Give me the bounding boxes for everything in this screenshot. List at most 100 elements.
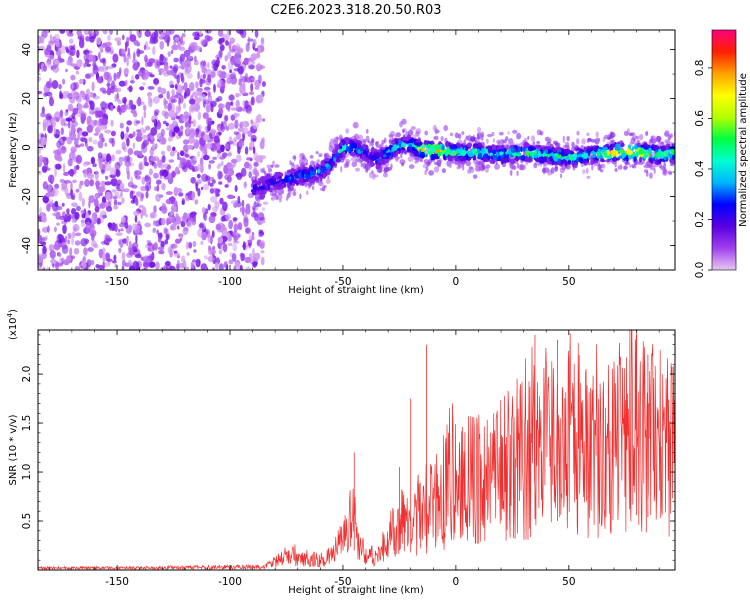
- ridge-cell: [291, 182, 295, 187]
- noise-speckle: [195, 81, 199, 89]
- ridge-cell: [610, 150, 616, 157]
- noise-speckle: [166, 70, 174, 76]
- noise-speckle: [65, 68, 68, 73]
- noise-speckle: [224, 184, 229, 188]
- ridge-halo: [645, 131, 649, 136]
- noise-speckle: [191, 168, 196, 172]
- noise-speckle: [102, 214, 107, 219]
- noise-speckle: [46, 203, 51, 212]
- noise-speckle: [203, 255, 208, 260]
- noise-speckle: [227, 61, 234, 70]
- noise-speckle: [259, 93, 264, 103]
- noise-speckle: [210, 195, 218, 203]
- noise-speckle: [141, 134, 149, 140]
- noise-speckle: [75, 205, 81, 212]
- noise-speckle: [59, 109, 64, 118]
- noise-speckle: [55, 267, 59, 270]
- ridge-cell: [398, 143, 402, 149]
- noise-speckle: [87, 247, 94, 252]
- ridge-cell: [427, 143, 432, 149]
- ridge-cell: [383, 154, 387, 158]
- noise-speckle: [103, 262, 111, 267]
- noise-speckle: [260, 37, 264, 45]
- ridge-halo: [449, 163, 452, 169]
- ridge-cell: [506, 153, 510, 159]
- noise-speckle: [99, 58, 106, 63]
- noise-speckle: [180, 36, 184, 42]
- noise-speckle: [218, 181, 223, 185]
- ridge-halo: [358, 134, 363, 142]
- noise-speckle: [139, 127, 145, 135]
- ridge-cell: [570, 155, 577, 161]
- ridge-halo: [546, 137, 552, 144]
- ridge-halo: [437, 162, 441, 168]
- noise-speckle: [221, 152, 228, 158]
- noise-speckle: [157, 119, 161, 127]
- noise-speckle: [168, 109, 176, 118]
- ridge-halo: [271, 193, 277, 197]
- ridge-halo: [454, 132, 460, 139]
- noise-speckle: [115, 232, 123, 237]
- noise-speckle: [171, 44, 179, 51]
- noise-speckle: [102, 42, 108, 48]
- ridge-halo: [623, 166, 628, 171]
- noise-speckle: [75, 70, 80, 75]
- noise-speckle: [180, 72, 184, 82]
- ridge-halo: [289, 160, 292, 166]
- noise-speckle: [61, 244, 69, 254]
- noise-speckle: [55, 50, 62, 56]
- noise-speckle: [46, 184, 54, 193]
- noise-speckle: [245, 266, 251, 270]
- noise-speckle: [84, 179, 90, 187]
- noise-speckle: [150, 211, 157, 219]
- noise-speckle: [133, 248, 138, 253]
- noise-speckle: [155, 179, 162, 185]
- ridge-halo: [461, 131, 465, 135]
- ridge-cell: [534, 157, 541, 163]
- ridge-halo: [562, 139, 566, 144]
- noise-speckle: [72, 230, 76, 239]
- noise-speckle: [134, 170, 142, 176]
- noise-speckle: [181, 215, 187, 221]
- noise-speckle: [174, 238, 181, 244]
- noise-speckle: [117, 104, 121, 112]
- ridge-halo: [491, 131, 495, 137]
- noise-speckle: [38, 234, 43, 244]
- noise-speckle: [219, 44, 225, 52]
- noise-speckle: [38, 228, 41, 236]
- noise-speckle: [249, 141, 255, 150]
- noise-speckle: [207, 235, 214, 244]
- ridge-cell: [298, 177, 304, 184]
- noise-speckle: [143, 44, 147, 51]
- noise-speckle: [244, 146, 249, 155]
- noise-speckle: [41, 106, 45, 114]
- noise-speckle: [198, 30, 203, 36]
- noise-speckle: [223, 80, 226, 85]
- noise-speckle: [108, 137, 114, 144]
- noise-speckle: [224, 175, 228, 179]
- ridge-cell: [356, 154, 360, 158]
- noise-speckle: [38, 253, 43, 264]
- noise-speckle: [118, 69, 122, 77]
- noise-speckle: [48, 41, 52, 45]
- noise-speckle: [121, 259, 126, 267]
- noise-speckle: [74, 137, 79, 148]
- noise-speckle: [192, 138, 197, 143]
- noise-speckle: [167, 35, 170, 44]
- noise-speckle: [152, 45, 156, 56]
- spectrogram-frame: [37, 29, 676, 271]
- ridge-halo: [629, 164, 632, 168]
- ridge-halo: [500, 139, 505, 145]
- noise-speckle: [132, 111, 138, 118]
- ridge-cell: [526, 150, 530, 157]
- noise-speckle: [80, 90, 84, 95]
- noise-speckle: [89, 229, 97, 238]
- ridge-halo: [281, 188, 285, 195]
- noise-speckle: [203, 235, 207, 240]
- noise-speckle: [253, 252, 261, 261]
- ridge-cell: [583, 146, 587, 153]
- noise-speckle: [126, 137, 130, 147]
- noise-speckle: [87, 173, 95, 180]
- noise-speckle: [54, 183, 60, 189]
- noise-speckle: [127, 54, 132, 60]
